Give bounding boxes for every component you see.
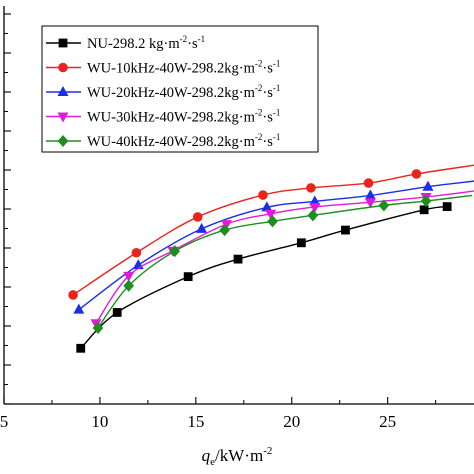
legend-label: WU-40kHz-40W-298.2kg·m-2·s-1 <box>87 132 280 150</box>
series-line <box>97 194 473 329</box>
x-tick-label: 10 <box>91 412 108 431</box>
x-tick-label: 5 <box>0 412 8 431</box>
x-axis-title: qe/kW·m-2 <box>202 445 273 468</box>
series-line <box>80 205 448 349</box>
data-point-diamond <box>420 195 432 208</box>
data-point-triangle-down <box>309 202 321 214</box>
data-point-diamond <box>378 199 390 212</box>
legend-box <box>41 25 319 153</box>
x-tick-label: 15 <box>187 412 204 431</box>
data-point-diamond <box>267 215 278 228</box>
data-point-triangle-up <box>132 259 144 270</box>
data-point-diamond <box>307 209 319 222</box>
data-point-triangle-down <box>364 198 376 209</box>
data-point-square <box>341 225 350 235</box>
data-point-circle <box>68 290 78 300</box>
legend-label: WU-30kHz-40W-298.2kg·m-2·s-1 <box>87 108 280 126</box>
data-point-triangle-up <box>422 180 434 191</box>
data-point-triangle-up <box>73 303 85 314</box>
data-point-square <box>233 254 243 264</box>
data-point-square <box>58 38 68 48</box>
data-point-triangle-up <box>196 222 208 233</box>
data-point-diamond <box>219 224 230 237</box>
series-1 <box>76 202 452 353</box>
data-point-diamond <box>57 134 69 148</box>
legend: NU-298.2 kg·m-2·s-1 WU-10kHz-40W-298.2kg·… <box>41 25 319 153</box>
data-point-triangle-down <box>265 209 277 220</box>
series-line <box>72 164 474 296</box>
data-point-circle <box>363 178 374 188</box>
series-layer <box>68 164 474 353</box>
legend-entry: WU-10kHz-40W-298.2kg·m-2·s-1 <box>46 59 280 77</box>
data-point-diamond <box>169 245 181 258</box>
series-3 <box>73 180 474 314</box>
data-point-diamond <box>123 279 135 292</box>
legend-label: NU-298.2 kg·m-2·s-1 <box>87 34 205 52</box>
data-point-circle <box>192 212 203 222</box>
data-point-square <box>419 205 429 215</box>
legend-entry: WU-30kHz-40W-298.2kg·m-2·s-1 <box>46 108 280 126</box>
data-point-triangle-down <box>123 271 135 282</box>
x-axis-ticks: 5 10 15 20 25 <box>0 397 437 431</box>
data-point-square <box>183 272 193 282</box>
legend-entry: WU-20kHz-40W-298.2kg·m-2·s-1 <box>46 83 280 101</box>
data-point-square <box>112 308 122 317</box>
data-point-triangle-up <box>57 85 69 96</box>
data-point-circle <box>58 62 68 73</box>
data-point-triangle-down <box>57 112 69 123</box>
data-point-circle <box>411 169 422 179</box>
legend-label: WU-10kHz-40W-298.2kg·m-2·s-1 <box>87 59 280 77</box>
x-tick-label: 25 <box>379 412 396 431</box>
x-tick-label: 20 <box>283 412 300 431</box>
legend-label: WU-20kHz-40W-298.2kg·m-2·s-1 <box>87 83 280 101</box>
series-line <box>78 180 474 311</box>
data-point-square <box>442 202 452 211</box>
data-point-diamond <box>92 321 104 334</box>
data-point-circle <box>306 183 316 193</box>
data-point-square <box>296 238 306 248</box>
legend-entry: WU-40kHz-40W-298.2kg·m-2·s-1 <box>46 132 280 150</box>
series-5 <box>92 194 473 334</box>
legend-entry: NU-298.2 kg·m-2·s-1 <box>46 34 205 52</box>
data-point-circle <box>258 190 268 200</box>
y-axis-ticks <box>4 13 11 405</box>
data-point-square <box>76 343 86 353</box>
series-2 <box>68 164 474 300</box>
data-point-circle <box>131 247 142 258</box>
